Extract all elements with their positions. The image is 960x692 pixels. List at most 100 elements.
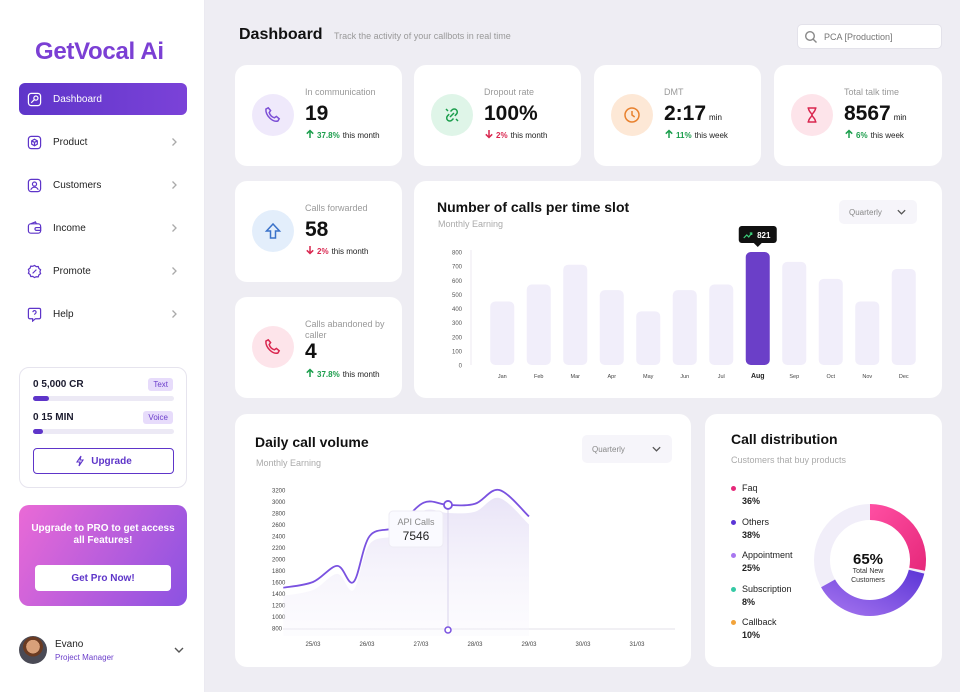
legend-item-subscription: Subscription 8%	[731, 584, 792, 607]
stat-icon-circle	[252, 94, 294, 136]
stat-icon-circle	[611, 94, 653, 136]
donut-slice-others	[821, 569, 925, 616]
stat-value: 8567 min	[844, 102, 907, 126]
bar-nov	[855, 301, 880, 365]
trend-up-icon	[743, 232, 753, 239]
lightning-icon	[76, 455, 85, 467]
y-tick-label: 1600	[272, 581, 286, 587]
y-tick-label: 2800	[272, 512, 286, 518]
sidebar-item-dashboard[interactable]: Dashboard	[19, 83, 187, 115]
search-box[interactable]	[797, 24, 942, 49]
line-chart-period-select[interactable]: Quarterly	[582, 435, 672, 463]
sidebar-item-label: Dashboard	[53, 93, 102, 105]
avatar	[19, 636, 47, 664]
legend-item-others: Others 38%	[731, 517, 769, 540]
stat-label: In communication	[305, 87, 376, 97]
chevron-right-icon	[172, 181, 177, 189]
chevron-down-icon	[897, 209, 906, 215]
x-tick-label: 26/03	[359, 642, 375, 648]
stat-value-number: 8567	[844, 102, 891, 125]
legend-label: Callback	[742, 617, 777, 628]
x-tick-label: 30/03	[575, 642, 591, 648]
x-tick-label: Jun	[680, 374, 689, 380]
sidebar: GetVocal Ai Dashboard Product Customers …	[0, 0, 205, 692]
stat-value-number: 4	[305, 340, 317, 363]
y-tick-label: 700	[452, 265, 463, 271]
legend-value: 25%	[742, 563, 761, 574]
sidebar-item-help[interactable]: Help	[19, 298, 187, 330]
plan-usage-card: 0 5,000 CR Text 0 15 MIN Voice Upgrade	[19, 367, 187, 488]
x-tick-label: Jan	[498, 374, 507, 380]
legend-label: Subscription	[742, 583, 792, 594]
y-tick-label: 300	[452, 321, 463, 327]
legend-value: 10%	[742, 630, 761, 641]
cube-icon	[26, 134, 42, 150]
bar-chart-subtitle: Monthly Earning	[438, 219, 504, 229]
stat-card-calls-forwarded: Calls forwarded 58 2% this month	[235, 181, 402, 282]
stat-label: DMT	[664, 87, 684, 97]
sidebar-item-income[interactable]: Income	[19, 212, 187, 244]
user-role: Project Manager	[55, 653, 114, 662]
donut-slice-faq	[870, 504, 926, 571]
chevron-right-icon	[172, 310, 177, 318]
stat-value-number: 2:17	[664, 102, 707, 125]
y-tick-label: 100	[452, 349, 463, 355]
tooltip-label: API Calls	[397, 517, 435, 527]
sidebar-item-customers[interactable]: Customers	[19, 169, 187, 201]
trend-arrow-up-icon	[844, 129, 854, 141]
user-name: Evano	[55, 639, 84, 650]
donut-center-label-line-1: Total New	[853, 568, 885, 575]
y-tick-label: 1000	[272, 615, 286, 621]
wallet-icon	[26, 220, 42, 236]
get-pro-button[interactable]: Get Pro Now!	[35, 565, 171, 591]
x-tick-label: 27/03	[413, 642, 429, 648]
user-profile[interactable]: Evano Project Manager	[19, 636, 187, 668]
y-tick-label: 1800	[272, 569, 286, 575]
donut-chart-title: Call distribution	[731, 431, 838, 447]
sidebar-item-product[interactable]: Product	[19, 126, 187, 158]
x-tick-label: 28/03	[467, 642, 483, 648]
search-input[interactable]	[824, 31, 934, 42]
calls-per-time-slot-card: Number of calls per time slot Monthly Ea…	[414, 181, 942, 398]
axis-marker	[444, 626, 452, 634]
y-tick-label: 500	[452, 293, 463, 299]
broken-link-icon	[445, 108, 459, 122]
upgrade-button[interactable]: Upgrade	[33, 448, 174, 474]
y-tick-label: 1200	[272, 604, 286, 610]
stat-delta-value: 37.8%	[317, 130, 340, 140]
donut-chart-subtitle: Customers that buy products	[731, 455, 847, 465]
donut-center-label-line-2: Customers	[851, 577, 885, 584]
stat-delta-period: this week	[694, 130, 728, 140]
stat-label: Calls abandoned by caller	[305, 319, 385, 340]
y-tick-label: 3200	[272, 489, 286, 495]
trend-arrow-up-icon	[664, 129, 674, 141]
phone-icon	[265, 338, 281, 354]
stat-icon-circle	[252, 326, 294, 368]
sidebar-item-label: Help	[53, 308, 74, 320]
pro-promo-text: Upgrade to PRO to get access all Feature…	[31, 523, 175, 546]
sidebar-item-label: Product	[53, 136, 88, 148]
stat-delta-period: this month	[331, 246, 369, 256]
stat-card-total-talk-time: Total talk time 8567 min 6% this week	[774, 65, 942, 166]
period-select-value: Quarterly	[592, 444, 625, 454]
chevron-right-icon	[172, 138, 177, 146]
stat-delta-period: this month	[342, 369, 380, 379]
line-chart-title: Daily call volume	[255, 434, 369, 450]
chevron-down-icon[interactable]	[173, 645, 185, 655]
logo[interactable]: GetVocal Ai	[35, 12, 175, 67]
tooltip-bg	[388, 510, 444, 548]
bar-feb	[526, 284, 551, 365]
legend-value: 8%	[742, 596, 756, 607]
x-tick-label: Mar	[571, 374, 581, 380]
legend-dot	[731, 519, 736, 525]
stat-delta: 37.8% this month	[305, 368, 380, 380]
stat-delta-value: 11%	[676, 130, 692, 140]
sidebar-item-promote[interactable]: Promote	[19, 255, 187, 287]
minutes-tag: Voice	[143, 410, 173, 424]
y-tick-label: 600	[452, 279, 463, 285]
line-tooltip: API Calls 7546	[388, 510, 444, 548]
bar-dec	[891, 268, 916, 365]
hourglass-icon	[807, 107, 817, 123]
bar-chart-period-select[interactable]: Quarterly	[839, 200, 917, 224]
stat-icon-circle	[791, 94, 833, 136]
